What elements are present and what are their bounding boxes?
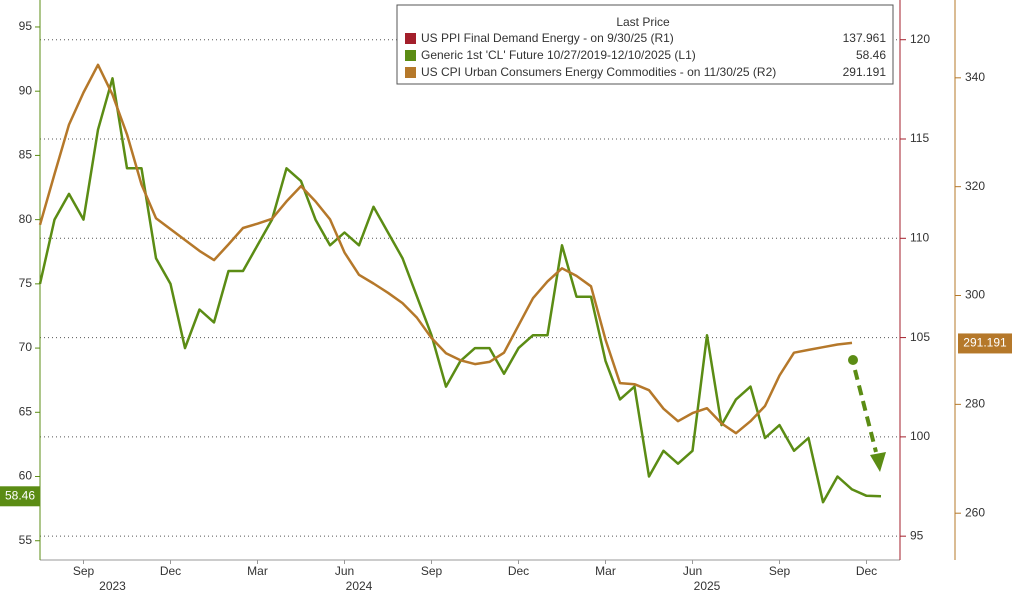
annotation-dot	[848, 355, 858, 365]
x-tick-label: Mar	[595, 564, 616, 578]
annotation-arrowhead	[870, 452, 886, 472]
y-tick-label: 75	[19, 276, 33, 290]
y2-tick-label: 100	[910, 429, 930, 443]
legend-value: 291.191	[843, 65, 887, 79]
y-tick-label: 95	[19, 19, 33, 33]
last-price-label: 291.191	[963, 336, 1007, 350]
x-tick-label: Jun	[683, 564, 702, 578]
x-year-label: 2025	[694, 579, 721, 593]
y-tick-label: 70	[19, 340, 33, 354]
legend-swatch	[405, 67, 416, 78]
x-tick-label: Dec	[160, 564, 181, 578]
x-tick-label: Jun	[335, 564, 354, 578]
last-price-tag	[958, 333, 1012, 354]
y-tick-label: 80	[19, 212, 33, 226]
x-tick-label: Sep	[421, 564, 443, 578]
legend-swatch	[405, 33, 416, 44]
legend-label: Generic 1st 'CL' Future 10/27/2019-12/10…	[421, 48, 696, 62]
y3-tick-label: 320	[965, 179, 985, 193]
y3-tick-label: 260	[965, 505, 985, 519]
legend-swatch	[405, 50, 416, 61]
last-price-label: 58.46	[5, 488, 35, 502]
y2-tick-label: 115	[910, 131, 929, 145]
x-tick-label: Mar	[247, 564, 268, 578]
x-tick-label: Dec	[508, 564, 529, 578]
y2-tick-label: 105	[910, 330, 930, 344]
y-tick-label: 65	[19, 404, 33, 418]
annotation-arrow	[853, 369, 878, 453]
x-tick-label: Sep	[769, 564, 791, 578]
last-price-tag	[0, 486, 40, 507]
x-year-label: 2023	[99, 579, 126, 593]
y3-tick-label: 300	[965, 288, 985, 302]
y3-tick-label: 280	[965, 397, 985, 411]
y-tick-label: 90	[19, 83, 33, 97]
legend-label: US PPI Final Demand Energy - on 9/30/25 …	[421, 31, 674, 45]
x-year-label: 2024	[346, 579, 373, 593]
y-tick-label: 60	[19, 469, 33, 483]
series-line	[38, 63, 853, 435]
y2-tick-label: 120	[910, 32, 930, 46]
legend-value: 58.46	[856, 48, 886, 62]
x-tick-label: Dec	[856, 564, 877, 578]
legend: Last Price US PPI Final Demand Energy - …	[396, 4, 894, 85]
series-line	[38, 77, 882, 504]
y-tick-label: 85	[19, 148, 33, 162]
x-tick-label: Sep	[73, 564, 95, 578]
y-tick-label: 55	[19, 533, 33, 547]
y2-tick-label: 110	[910, 230, 929, 244]
y3-tick-label: 340	[965, 70, 985, 84]
legend-value: 137.961	[843, 31, 887, 45]
legend-box	[396, 4, 894, 85]
legend-title: Last Price	[616, 15, 670, 29]
legend-label: US CPI Urban Consumers Energy Commoditie…	[421, 65, 776, 79]
y2-tick-label: 95	[910, 528, 924, 542]
